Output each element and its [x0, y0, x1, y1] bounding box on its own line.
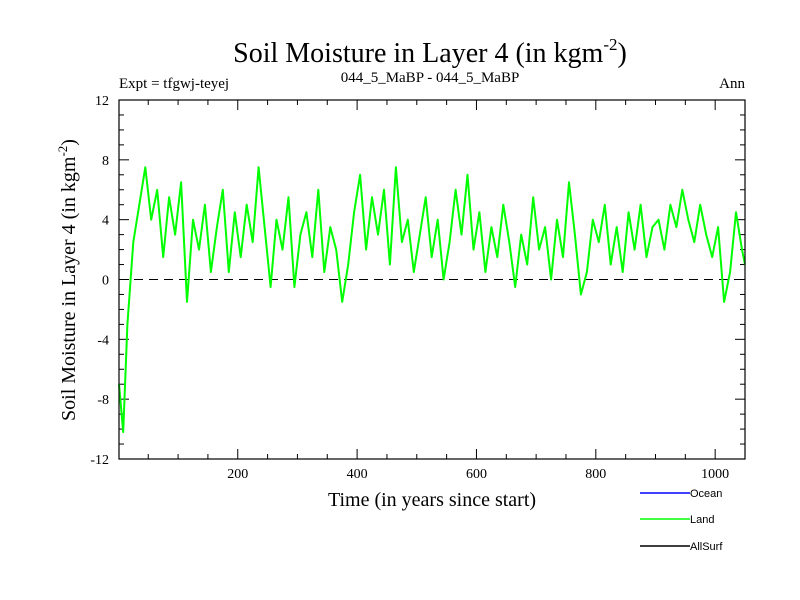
plot-frame: [118, 99, 746, 460]
y-tick-label: 0: [102, 274, 109, 289]
series-line-land: [118, 166, 746, 434]
y-axis-label-close: ): [58, 139, 80, 146]
y-axis-label: Soil Moisture in Layer 4 (in kgm-2): [55, 139, 80, 421]
legend-label-ocean: Ocean: [690, 488, 722, 500]
x-axis-label: Time (in years since start): [328, 489, 536, 511]
x-tick-label: 200: [227, 467, 248, 482]
subtitle-right: Ann: [719, 76, 745, 92]
x-tick-label: 800: [585, 467, 606, 482]
subtitle-center: 044_5_MaBP - 044_5_MaBP: [341, 70, 520, 86]
y-axis-label-sup: -2: [55, 146, 70, 157]
chart-title: Soil Moisture in Layer 4 (in kgm-2): [233, 35, 627, 69]
y-tick-label: -4: [97, 333, 109, 348]
chart-title-sup: -2: [603, 35, 617, 54]
y-tick-label: -12: [90, 453, 109, 468]
y-tick-label: -8: [97, 393, 109, 408]
chart-title-close: ): [618, 38, 627, 69]
legend-label-allsurf: AllSurf: [690, 541, 723, 553]
chart-title-main: Soil Moisture in Layer 4 (in kgm: [233, 38, 603, 69]
y-tick-label: 4: [102, 214, 109, 229]
series-layer: [118, 166, 746, 434]
y-axis-label-main: Soil Moisture in Layer 4 (in kgm: [58, 156, 80, 421]
x-tick-label: 1000: [701, 467, 729, 482]
y-tick-label: 8: [102, 154, 109, 169]
x-tick-label: 400: [347, 467, 368, 482]
x-tick-label: 600: [466, 467, 487, 482]
y-tick-label: 12: [95, 94, 109, 109]
subtitle-left: Expt = tfgwj-teyej: [119, 76, 229, 92]
tick-labels: -12 -8 -4 0 4 8 12 200 400 600 800 1000: [90, 94, 729, 482]
legend-label-land: Land: [690, 514, 714, 526]
legend: Ocean Land AllSurf: [640, 488, 723, 553]
